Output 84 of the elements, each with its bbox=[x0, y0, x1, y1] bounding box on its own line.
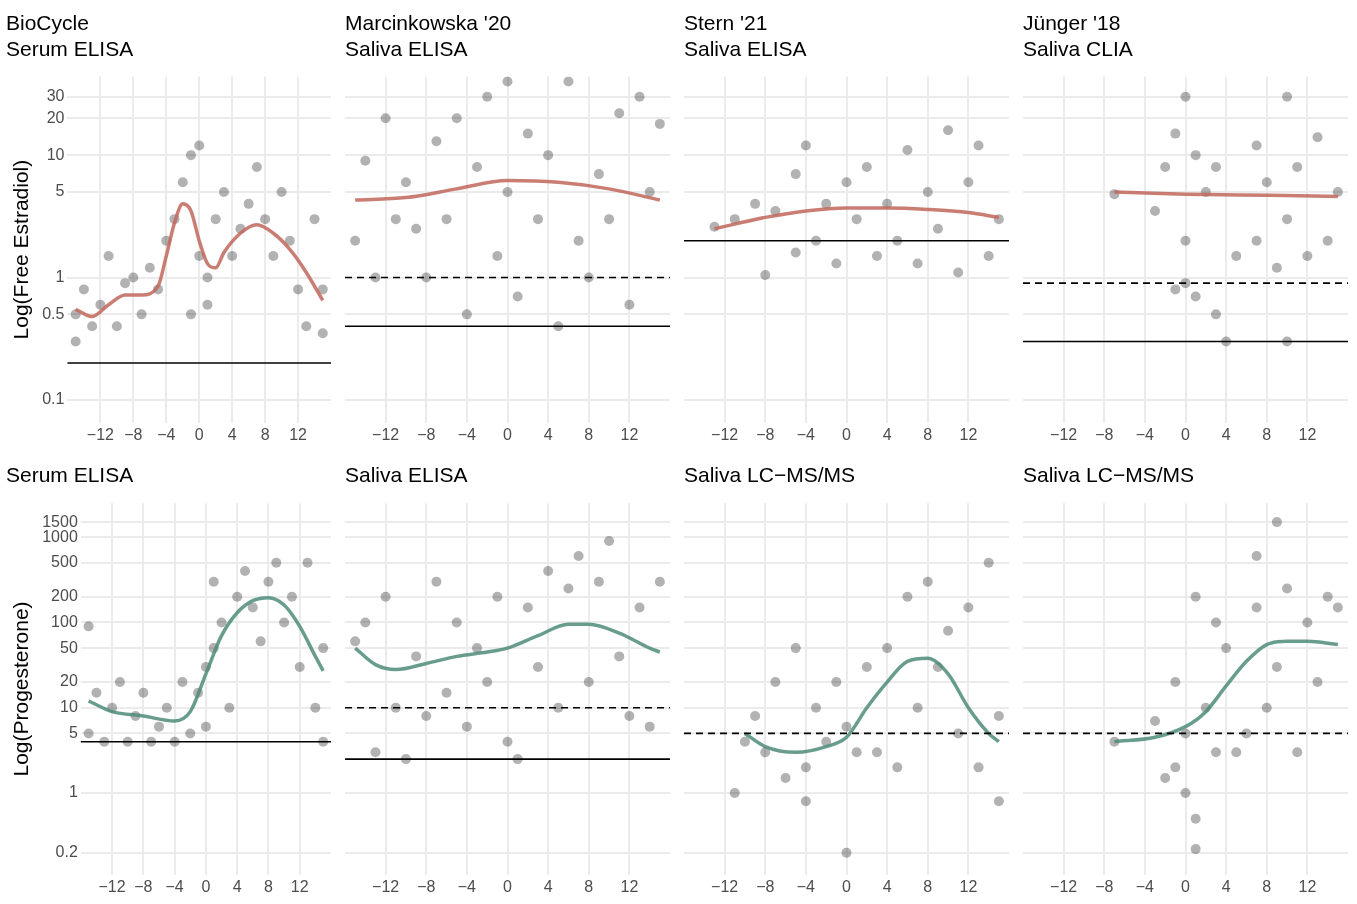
x-tick-label: −12 bbox=[1050, 425, 1078, 443]
y-tick-label: 1000 bbox=[42, 527, 78, 545]
y-tick-label: 50 bbox=[60, 638, 78, 656]
x-tick-label: 12 bbox=[620, 877, 639, 895]
x-tick-label: 8 bbox=[264, 877, 273, 895]
y-tick-label: 100 bbox=[51, 612, 78, 630]
y-tick-label: 1500 bbox=[42, 512, 78, 530]
y-tick-label: 10 bbox=[60, 698, 78, 716]
x-tick-label: 0 bbox=[1181, 877, 1191, 895]
x-tick-label: 8 bbox=[923, 425, 933, 443]
x-tick-label: 12 bbox=[1298, 877, 1317, 895]
y-tick-label: 20 bbox=[46, 108, 65, 126]
x-tick-label: −12 bbox=[1050, 877, 1078, 895]
chart-title: Stern '21 Saliva ELISA bbox=[684, 11, 807, 60]
x-tick-label: 8 bbox=[584, 877, 594, 895]
x-tick-label: −12 bbox=[372, 877, 400, 895]
x-tick-label: 0 bbox=[194, 425, 204, 443]
chart-title: BioCycle Serum ELISA bbox=[6, 11, 134, 60]
x-tick-label: 0 bbox=[503, 425, 513, 443]
x-tick-label: −4 bbox=[796, 425, 816, 443]
y-tick-label: 1 bbox=[68, 783, 78, 801]
x-tick-label: −12 bbox=[372, 425, 400, 443]
x-tick-label: 12 bbox=[959, 877, 978, 895]
x-tick-label: 12 bbox=[1298, 425, 1317, 443]
x-tick-label: −8 bbox=[1095, 877, 1114, 895]
x-tick-label: −8 bbox=[134, 877, 153, 895]
x-tick-label: 4 bbox=[882, 877, 892, 895]
y-axis-title: Log(Free Estradiol) bbox=[9, 159, 33, 340]
x-tick-label: 4 bbox=[882, 425, 892, 443]
x-tick-label: −4 bbox=[796, 877, 816, 895]
y-tick-label: 0.5 bbox=[42, 304, 65, 322]
x-tick-label: 4 bbox=[543, 425, 553, 443]
y-tick-label: 1 bbox=[55, 267, 65, 285]
x-tick-label: −4 bbox=[165, 877, 184, 895]
x-tick-label: −4 bbox=[1135, 425, 1155, 443]
chart-title: Saliva LC−MS/MS bbox=[684, 463, 855, 487]
y-tick-label: 5 bbox=[68, 723, 78, 741]
x-tick-label: −12 bbox=[86, 425, 115, 443]
y-tick-label: 0.1 bbox=[42, 390, 65, 408]
chart-title: Saliva LC−MS/MS bbox=[1023, 463, 1194, 487]
x-tick-label: 12 bbox=[620, 425, 639, 443]
x-tick-label: 8 bbox=[260, 425, 270, 443]
x-tick-label: 0 bbox=[201, 877, 211, 895]
x-tick-label: 0 bbox=[1181, 425, 1191, 443]
x-tick-label: 12 bbox=[290, 877, 309, 895]
y-axis-title: Log(Progesterone) bbox=[9, 601, 33, 777]
x-tick-label: 4 bbox=[1221, 877, 1231, 895]
x-tick-label: −8 bbox=[756, 425, 775, 443]
x-tick-label: 8 bbox=[1262, 877, 1272, 895]
x-tick-label: 8 bbox=[584, 425, 594, 443]
chart-title: Saliva ELISA bbox=[345, 463, 468, 487]
x-tick-label: 12 bbox=[289, 425, 308, 443]
x-tick-label: −8 bbox=[1095, 425, 1114, 443]
x-tick-label: −8 bbox=[417, 877, 436, 895]
y-tick-label: 20 bbox=[60, 672, 78, 690]
y-tick-label: 30 bbox=[46, 87, 65, 105]
y-tick-label: 10 bbox=[46, 145, 65, 163]
x-tick-label: 12 bbox=[959, 425, 978, 443]
x-tick-label: −8 bbox=[756, 877, 775, 895]
y-tick-label: 5 bbox=[55, 182, 65, 200]
x-tick-label: 0 bbox=[503, 877, 513, 895]
x-tick-label: −8 bbox=[417, 425, 436, 443]
x-tick-label: −12 bbox=[711, 425, 739, 443]
x-tick-label: 4 bbox=[543, 877, 553, 895]
x-tick-label: 0 bbox=[842, 877, 852, 895]
chart-title: Serum ELISA bbox=[6, 463, 134, 487]
y-tick-label: 0.2 bbox=[55, 843, 78, 861]
y-tick-label: 500 bbox=[51, 553, 78, 571]
x-tick-label: 8 bbox=[1262, 425, 1272, 443]
x-tick-label: −8 bbox=[124, 425, 143, 443]
x-tick-label: −12 bbox=[98, 877, 126, 895]
chart-title: Marcinkowska '20 Saliva ELISA bbox=[345, 11, 512, 60]
chart-title: Jünger '18 Saliva CLIA bbox=[1023, 11, 1133, 60]
x-tick-label: 0 bbox=[842, 425, 852, 443]
y-tick-label: 200 bbox=[51, 587, 78, 605]
x-tick-label: −4 bbox=[157, 425, 176, 443]
x-tick-label: −4 bbox=[457, 877, 477, 895]
x-tick-label: −4 bbox=[1135, 877, 1155, 895]
x-tick-label: 4 bbox=[227, 425, 237, 443]
x-tick-label: 4 bbox=[1221, 425, 1231, 443]
x-tick-label: −4 bbox=[457, 425, 477, 443]
x-tick-label: 4 bbox=[232, 877, 242, 895]
x-tick-label: −12 bbox=[711, 877, 739, 895]
x-tick-label: 8 bbox=[923, 877, 933, 895]
